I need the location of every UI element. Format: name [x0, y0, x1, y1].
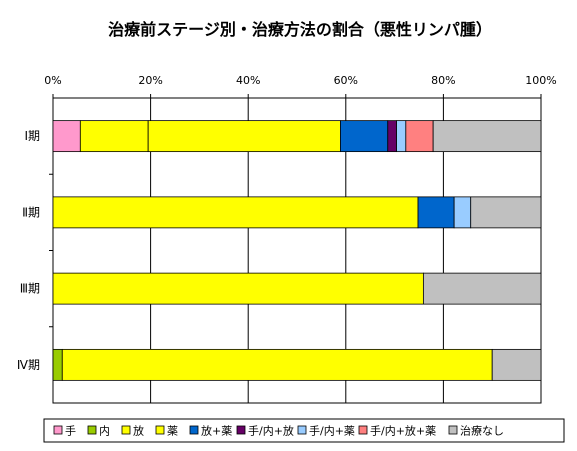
legend-label: 放: [133, 424, 144, 438]
legend: 手 内 放 薬 放+薬 手/内+放 手/内+薬 手/内+放+薬 治療なし: [43, 418, 565, 443]
bar-segment: [422, 272, 542, 305]
category-label: Ⅲ期: [20, 282, 40, 296]
category-label: Ⅰ期: [24, 129, 40, 143]
legend-label: 薬: [167, 425, 178, 438]
legend-label: 手/内+薬: [309, 424, 355, 438]
bar-segment: [453, 196, 472, 229]
legend-swatch: [155, 425, 165, 435]
bar-segment: [417, 196, 455, 229]
bar-segment: [52, 272, 424, 305]
bar-segment: [432, 120, 542, 153]
bar-segment: [79, 120, 149, 153]
legend-label: 治療なし: [460, 424, 504, 438]
legend-swatch: [358, 425, 368, 435]
bar-segment: [61, 348, 493, 381]
bars: [52, 120, 542, 381]
x-tick-label: 60%: [334, 74, 358, 87]
legend-swatch: [236, 425, 246, 435]
bar-segment: [405, 120, 434, 153]
x-tick-label: 0%: [44, 74, 61, 87]
x-tick-label: 80%: [431, 74, 455, 87]
legend-label: 手/内+放: [248, 424, 294, 438]
bar-segment: [491, 348, 542, 381]
bar-segment: [470, 196, 542, 229]
bar-segment: [340, 120, 389, 153]
legend-swatch: [297, 425, 307, 435]
bar-segment: [52, 120, 81, 153]
bar-segment: [396, 120, 407, 153]
x-tick-label: 20%: [138, 74, 162, 87]
legend-swatch: [121, 425, 131, 435]
x-tick-label: 40%: [236, 74, 260, 87]
legend-swatch: [448, 425, 458, 435]
bar-segment: [387, 120, 397, 153]
x-tick-label: 100%: [525, 74, 556, 87]
legend-swatch: [189, 425, 199, 435]
bar-segment: [52, 196, 419, 229]
bar-segment: [52, 348, 63, 381]
legend-label: 手/内+放+薬: [370, 424, 436, 438]
category-label: Ⅱ期: [22, 205, 40, 219]
legend-swatch: [53, 425, 63, 435]
legend-label: 内: [99, 424, 110, 438]
legend-label: 手: [65, 424, 76, 438]
chart-title: 治療前ステージ別・治療方法の割合（悪性リンパ腫）: [108, 20, 492, 39]
bar-segment: [147, 120, 341, 153]
axes: 0% 20% 40% 60% 80% 100% Ⅰ期 Ⅱ期 Ⅲ期 Ⅳ期: [17, 74, 557, 372]
legend-swatch: [87, 425, 97, 435]
category-label: Ⅳ期: [17, 358, 40, 372]
legend-label: 放+薬: [201, 424, 232, 438]
